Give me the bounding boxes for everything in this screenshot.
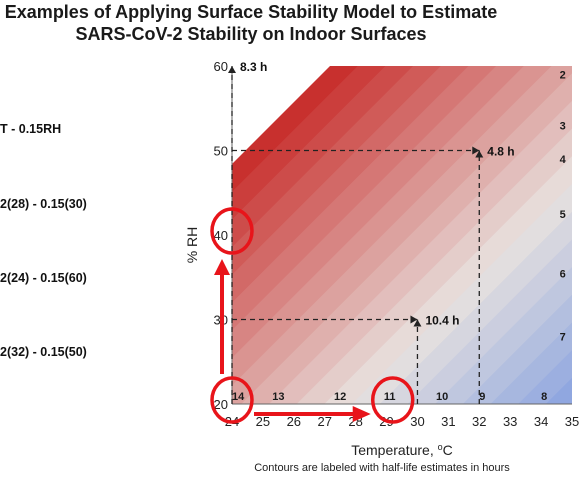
equation-2: 2(28) - 0.15(30) xyxy=(0,197,87,211)
contour-label: 8 xyxy=(541,391,547,403)
highlight-arrowhead xyxy=(352,406,371,422)
contour-band xyxy=(268,100,572,404)
contour-label: 11 xyxy=(384,391,396,403)
contour-band xyxy=(379,211,572,404)
guide-arrowhead xyxy=(413,319,422,327)
highlight-arrowhead xyxy=(214,259,230,275)
guide-arrowhead xyxy=(475,150,484,158)
x-tick-label: 30 xyxy=(410,414,424,429)
x-tick-label: 32 xyxy=(472,414,486,429)
half-life-annotation: 8.3 h xyxy=(240,60,267,74)
contour-band xyxy=(518,350,572,404)
contour-label: 14 xyxy=(232,391,245,403)
y-tick-label: 50 xyxy=(214,144,228,159)
guide-arrowhead xyxy=(228,66,236,73)
contour-band xyxy=(435,267,572,404)
equation-1: T - 0.15RH xyxy=(0,122,62,136)
chart-caption: Contours are labeled with half-life esti… xyxy=(254,462,510,474)
x-axis-label: Temperature, oC xyxy=(351,442,453,458)
contour-band xyxy=(241,73,572,404)
y-tick-label: 40 xyxy=(214,228,228,243)
contour-band xyxy=(324,156,572,404)
x-tick-label: 31 xyxy=(441,414,455,429)
contour-band xyxy=(407,239,572,404)
equation-3: 2(24) - 0.15(60) xyxy=(0,271,87,285)
contour-label: 4 xyxy=(560,154,567,166)
equation-4: 2(32) - 0.15(50) xyxy=(0,345,87,359)
half-life-annotation: 10.4 h xyxy=(425,314,459,328)
x-tick-label: 35 xyxy=(565,414,579,429)
highlight-circle xyxy=(370,376,415,424)
highlight-circle xyxy=(210,376,254,424)
contour-label: 9 xyxy=(479,391,485,403)
chart-title-line-1: Examples of Applying Surface Stability M… xyxy=(4,2,498,22)
x-tick-label: 27 xyxy=(317,414,331,429)
contour-band xyxy=(296,128,572,404)
chart-title-line-2: SARS-CoV-2 Stability on Indoor Surfaces xyxy=(75,24,427,44)
highlight-circle xyxy=(210,207,254,255)
y-axis-label: % RH xyxy=(184,227,200,264)
x-tick-label: 34 xyxy=(534,414,548,429)
contour-band xyxy=(490,322,572,404)
contour-label: 13 xyxy=(272,391,284,403)
contour-label: 10 xyxy=(436,391,448,403)
guide-arrowhead xyxy=(472,146,480,155)
x-tick-label: 26 xyxy=(287,414,301,429)
contour-label: 7 xyxy=(560,332,566,344)
y-tick-label: 60 xyxy=(214,59,228,74)
contour-band xyxy=(352,184,572,404)
x-tick-label: 25 xyxy=(256,414,270,429)
guide-arrowhead xyxy=(410,315,418,324)
contour-band xyxy=(462,294,572,404)
y-tick-label: 20 xyxy=(214,397,228,412)
contour-label: 6 xyxy=(560,268,566,280)
contour-label: 12 xyxy=(334,391,346,403)
contour-label: 2 xyxy=(560,70,566,82)
half-life-annotation: 4.8 h xyxy=(487,145,514,159)
contour-band xyxy=(545,377,572,404)
contour-label: 5 xyxy=(560,209,566,221)
x-tick-label: 33 xyxy=(503,414,517,429)
contour-label: 3 xyxy=(560,120,566,132)
